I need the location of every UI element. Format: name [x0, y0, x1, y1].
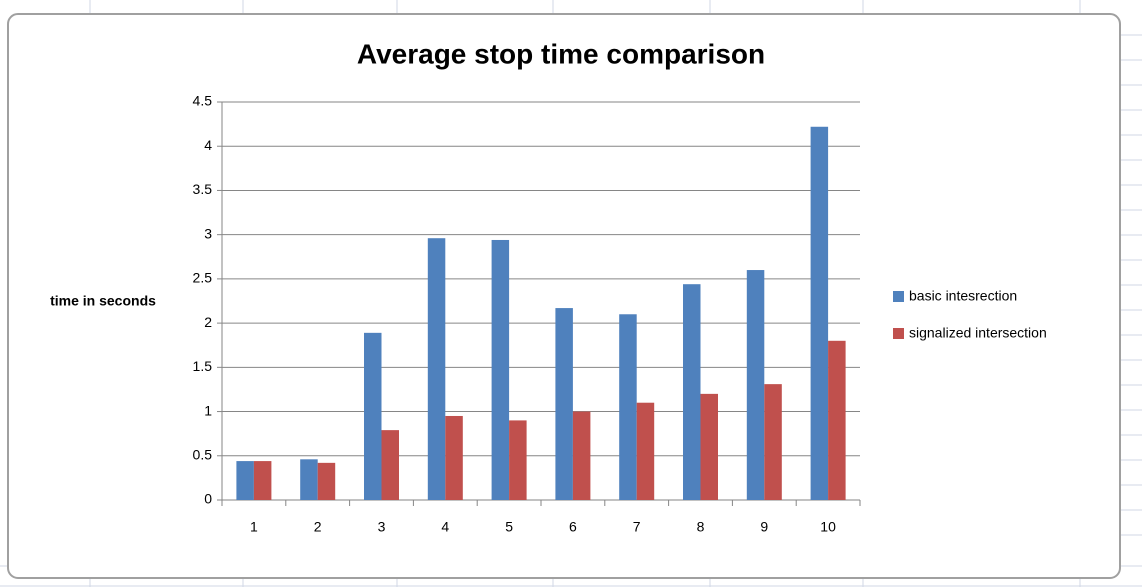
x-tick-label: 7 [633, 519, 641, 535]
bar [810, 126, 829, 501]
y-tick-label: 0 [204, 491, 212, 507]
bar [700, 393, 718, 500]
y-tick-label: 2 [204, 314, 212, 330]
bar [555, 308, 573, 500]
x-tick-label: 5 [505, 519, 513, 535]
bar [364, 332, 382, 500]
bar [683, 284, 701, 500]
bar [509, 420, 527, 500]
y-tick-label: 1.5 [193, 358, 213, 374]
bar [491, 239, 510, 500]
bar [381, 430, 399, 500]
bar [636, 402, 655, 500]
y-axis-label: time in seconds [50, 293, 156, 309]
bar [764, 384, 782, 500]
bar [427, 238, 446, 500]
legend-label: basic intesrection [909, 288, 1017, 304]
legend-swatch [893, 328, 904, 339]
bar [572, 411, 591, 500]
bar [828, 340, 846, 500]
x-tick-label: 4 [441, 519, 449, 535]
bar [236, 461, 254, 500]
x-tick-label: 9 [760, 519, 768, 535]
x-tick-label: 10 [820, 519, 836, 535]
y-tick-label: 1 [204, 402, 212, 418]
x-tick-label: 1 [250, 519, 258, 535]
bar [300, 459, 318, 500]
y-tick-label: 4.5 [193, 93, 213, 109]
y-tick-label: 4 [204, 137, 212, 153]
bar [253, 461, 272, 500]
y-tick-label: 0.5 [193, 446, 213, 462]
bar [317, 462, 336, 500]
x-tick-label: 3 [378, 519, 386, 535]
bar [445, 415, 463, 500]
x-tick-label: 6 [569, 519, 577, 535]
bar [619, 314, 637, 500]
legend-swatch [893, 291, 904, 302]
y-tick-label: 3 [204, 225, 212, 241]
y-tick-label: 2.5 [193, 270, 213, 286]
chart-title: Average stop time comparison [357, 38, 765, 69]
x-tick-label: 2 [314, 519, 322, 535]
legend-label: signalized intersection [909, 325, 1047, 341]
x-tick-label: 8 [697, 519, 705, 535]
bar [746, 270, 765, 500]
y-tick-label: 3.5 [193, 181, 213, 197]
